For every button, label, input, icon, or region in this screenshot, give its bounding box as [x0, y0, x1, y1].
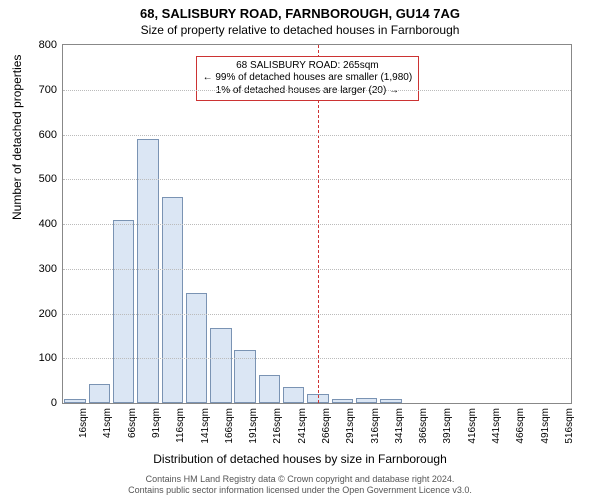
histogram-bar: [210, 328, 231, 403]
x-axis-label: Distribution of detached houses by size …: [0, 452, 600, 466]
x-tick-label: 16sqm: [78, 408, 89, 438]
annotation-box: 68 SALISBURY ROAD: 265sqm← 99% of detach…: [196, 56, 420, 102]
y-tick-label: 600: [39, 129, 63, 141]
chart-container: 68, SALISBURY ROAD, FARNBOROUGH, GU14 7A…: [0, 0, 600, 500]
x-tick-label: 191sqm: [248, 408, 259, 444]
grid-line: [63, 269, 571, 270]
x-tick-label: 491sqm: [540, 408, 551, 444]
grid-line: [63, 358, 571, 359]
y-axis-label: Number of detached properties: [10, 55, 24, 220]
grid-line: [63, 179, 571, 180]
x-tick-label: 266sqm: [321, 408, 332, 444]
y-tick-label: 100: [39, 352, 63, 364]
x-tick-label: 166sqm: [224, 408, 235, 444]
histogram-bar: [283, 387, 304, 403]
histogram-bar: [64, 399, 85, 403]
annotation-line: 68 SALISBURY ROAD: 265sqm: [203, 60, 413, 73]
histogram-bar: [332, 399, 353, 403]
grid-line: [63, 314, 571, 315]
y-tick-label: 300: [39, 263, 63, 275]
histogram-bar: [356, 398, 377, 403]
y-tick-label: 200: [39, 308, 63, 320]
histogram-bar: [113, 220, 134, 403]
annotation-line: 1% of detached houses are larger (20) →: [203, 85, 413, 98]
grid-line: [63, 135, 571, 136]
plot-area: 68 SALISBURY ROAD: 265sqm← 99% of detach…: [62, 44, 572, 404]
footer-line-2: Contains public sector information licen…: [0, 485, 600, 496]
histogram-bar: [162, 197, 183, 403]
x-tick-label: 416sqm: [467, 408, 478, 444]
x-tick-label: 516sqm: [564, 408, 575, 444]
x-tick-label: 441sqm: [491, 408, 502, 444]
x-tick-label: 66sqm: [127, 408, 138, 438]
grid-line: [63, 224, 571, 225]
footer-attribution: Contains HM Land Registry data © Crown c…: [0, 474, 600, 496]
x-tick-label: 116sqm: [175, 408, 186, 443]
x-tick-label: 291sqm: [345, 408, 356, 444]
chart-subtitle: Size of property relative to detached ho…: [0, 21, 600, 37]
x-tick-label: 341sqm: [394, 408, 405, 444]
grid-line: [63, 90, 571, 91]
x-tick-label: 366sqm: [418, 408, 429, 444]
x-tick-label: 241sqm: [297, 408, 308, 444]
x-tick-label: 91sqm: [151, 408, 162, 438]
x-tick-label: 41sqm: [102, 408, 113, 438]
x-tick-label: 316sqm: [370, 408, 381, 444]
y-tick-label: 500: [39, 173, 63, 185]
y-tick-label: 700: [39, 84, 63, 96]
x-tick-label: 141sqm: [200, 408, 211, 444]
annotation-line: ← 99% of detached houses are smaller (1,…: [203, 72, 413, 85]
chart-title: 68, SALISBURY ROAD, FARNBOROUGH, GU14 7A…: [0, 0, 600, 21]
histogram-bar: [380, 399, 401, 403]
y-tick-label: 400: [39, 218, 63, 230]
y-tick-label: 800: [39, 39, 63, 51]
histogram-bar: [89, 384, 110, 403]
plot-box: 68 SALISBURY ROAD: 265sqm← 99% of detach…: [62, 44, 572, 404]
footer-line-1: Contains HM Land Registry data © Crown c…: [0, 474, 600, 485]
histogram-bar: [186, 293, 207, 403]
x-tick-label: 466sqm: [515, 408, 526, 444]
x-tick-label: 391sqm: [442, 408, 453, 444]
histogram-bar: [259, 375, 280, 403]
x-tick-label: 216sqm: [272, 408, 283, 444]
